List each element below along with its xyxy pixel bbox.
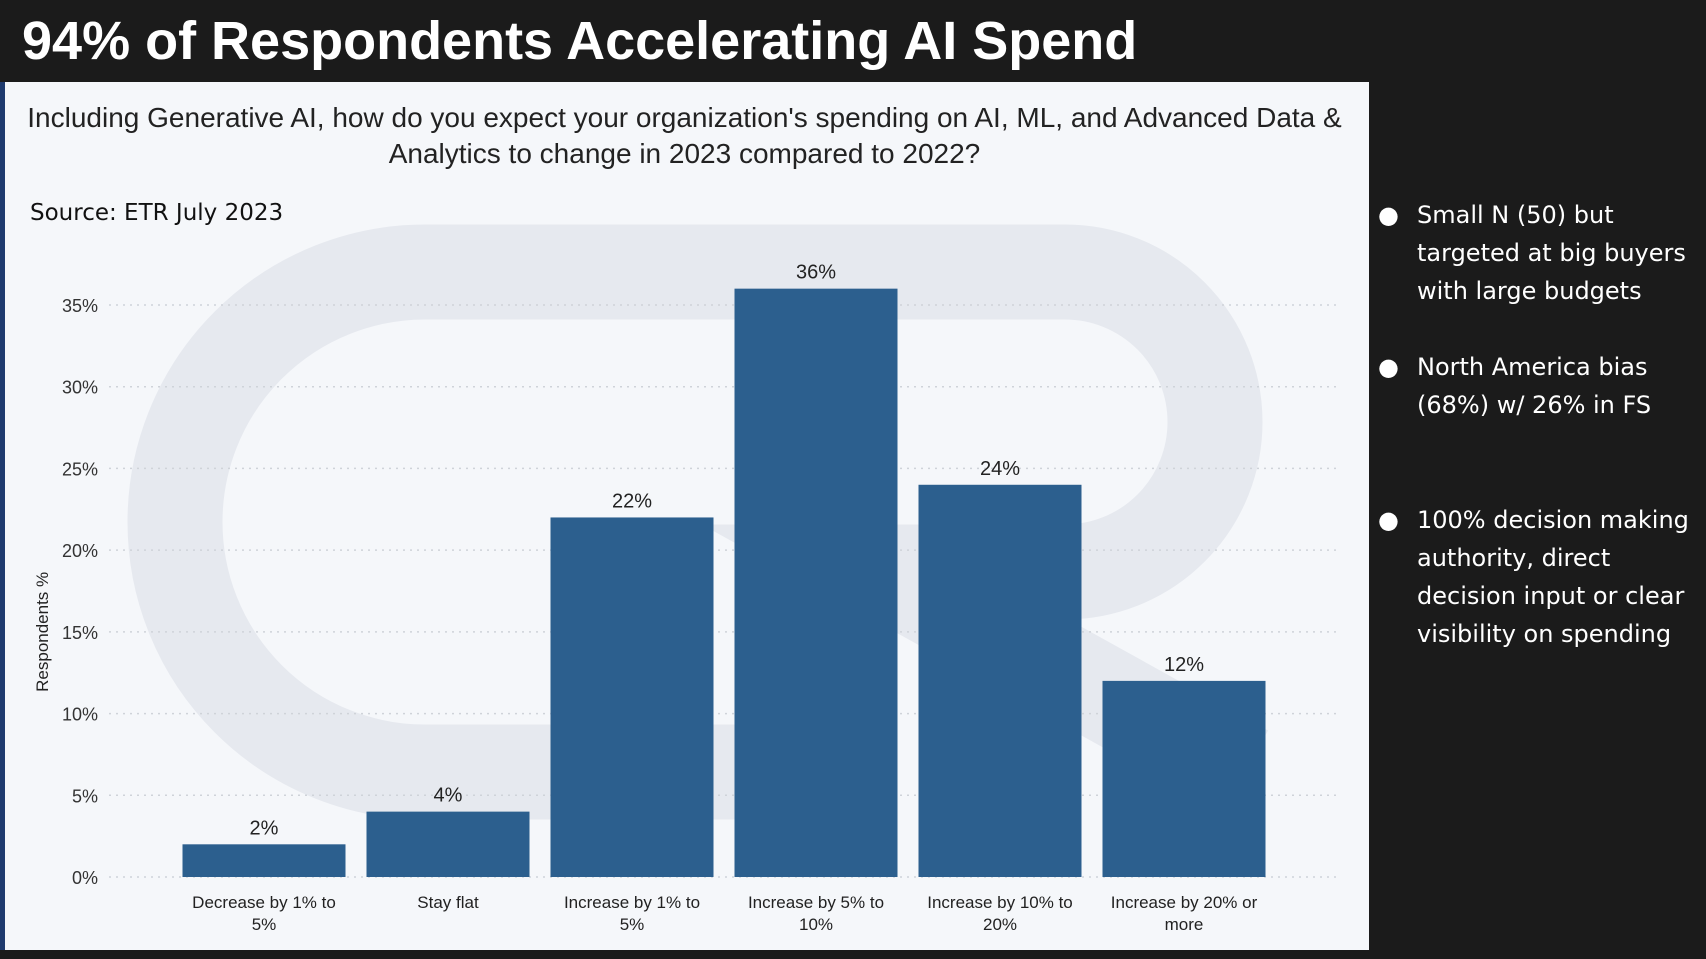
- y-tick-label: 35%: [62, 296, 98, 316]
- x-tick-label: more: [1165, 915, 1204, 934]
- data-label: 24%: [980, 458, 1020, 480]
- y-tick-label: 0%: [72, 868, 98, 888]
- bar-chart: 0% 5% 10% 15% 20% 25% 30% 35% Respondents % 2% Dec…: [33, 262, 1338, 934]
- bullet-text: Small N (50) but targeted at big buyers …: [1417, 201, 1686, 305]
- bullet-dot-icon: ●: [1378, 201, 1399, 229]
- bullet-text: 100% decision making authority, direct d…: [1417, 506, 1689, 648]
- bar: [182, 844, 346, 877]
- data-label: 2%: [250, 817, 279, 839]
- y-tick-label: 25%: [62, 459, 98, 479]
- x-tick-label: 10%: [799, 915, 833, 934]
- y-tick-label: 5%: [72, 786, 98, 806]
- y-axis-label: Respondents %: [33, 572, 52, 692]
- bullet-item: ● 100% decision making authority, direct …: [1378, 501, 1698, 653]
- x-tick-label: 5%: [620, 915, 645, 934]
- x-tick-label: Decrease by 1% to: [192, 893, 336, 912]
- chart-title: Including Generative AI, how do you expe…: [27, 102, 1342, 169]
- bar: [550, 517, 714, 877]
- watermark-r-shape: [701, 224, 1269, 814]
- x-tick-label: 5%: [252, 915, 277, 934]
- bullet-dot-icon: ●: [1378, 353, 1399, 381]
- data-label: 12%: [1164, 654, 1204, 676]
- x-tick-label: Increase by 20% or: [1111, 893, 1258, 912]
- bar: [1102, 680, 1266, 877]
- watermark-e-shape: [127, 224, 765, 820]
- x-tick-label: Increase by 1% to: [564, 893, 700, 912]
- bullet-dot-icon: ●: [1378, 506, 1399, 534]
- watermark-logo: [127, 224, 1269, 820]
- bar: [734, 288, 898, 878]
- bullet-text: North America bias (68%) w/ 26% in FS: [1417, 353, 1652, 419]
- data-label: 36%: [796, 262, 836, 284]
- bullet-list: ● Small N (50) but targeted at big buyers…: [1378, 196, 1698, 653]
- x-tick-label: Increase by 5% to: [748, 893, 884, 912]
- y-tick-label: 30%: [62, 378, 98, 398]
- y-tick-label: 15%: [62, 623, 98, 643]
- slide-title: 94% of Respondents Accelerating AI Spend: [22, 11, 1138, 71]
- x-tick-label: 20%: [983, 915, 1017, 934]
- data-label: 4%: [434, 785, 463, 807]
- bullet-item: ● North America bias (68%) w/ 26% in FS: [1378, 348, 1698, 501]
- data-label: 22%: [612, 490, 652, 512]
- x-tick-label: Increase by 10% to: [927, 893, 1073, 912]
- x-tick-label: Stay flat: [417, 893, 479, 912]
- bar: [918, 484, 1082, 877]
- y-tick-label: 20%: [62, 541, 98, 561]
- bullet-item: ● Small N (50) but targeted at big buyers…: [1378, 196, 1698, 348]
- bar: [366, 811, 530, 877]
- y-tick-label: 10%: [62, 705, 98, 725]
- chart-source: Source: ETR July 2023: [30, 200, 284, 226]
